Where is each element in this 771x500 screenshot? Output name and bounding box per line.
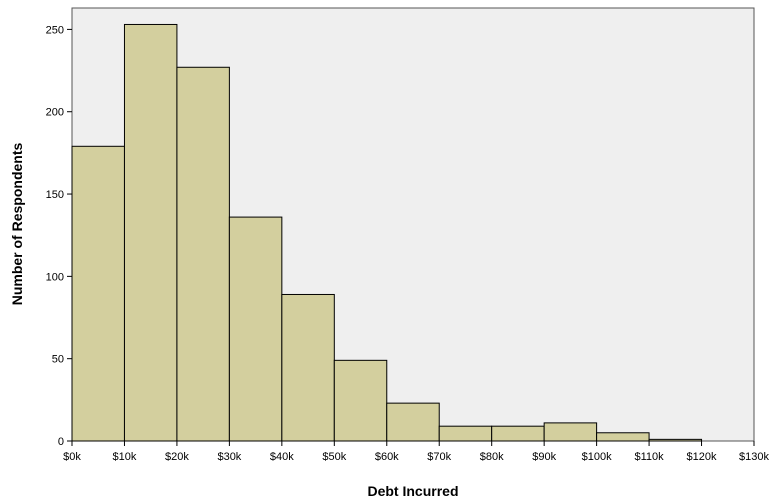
histogram-bar [176, 66, 230, 442]
bars-group [71, 23, 703, 442]
x-tick-label: $110k [634, 451, 664, 463]
histogram-bar [491, 425, 545, 442]
x-tick-label: $90k [532, 451, 556, 463]
y-axis: 0 50 100 150 200 250 [46, 24, 72, 448]
x-tick-label: $70k [427, 451, 451, 463]
x-tick-label: $20k [165, 451, 189, 463]
histogram-bar [228, 216, 283, 442]
x-tick-label: $100k [582, 451, 612, 463]
x-tick-label: $130k [739, 451, 769, 463]
y-tick-label: 250 [46, 24, 64, 36]
y-tick-label: 150 [46, 189, 64, 201]
y-tick-label: 100 [46, 271, 64, 283]
histogram-bar [543, 422, 598, 442]
x-tick-label: $80k [480, 451, 504, 463]
histogram-bar [123, 23, 178, 442]
histogram-bar [648, 438, 703, 442]
histogram-bar [281, 293, 335, 442]
histogram-bar [438, 425, 493, 442]
histogram-bar [386, 402, 440, 442]
x-tick-label: $0k [63, 451, 81, 463]
histogram-bar [333, 359, 388, 442]
x-tick-label: $30k [217, 451, 241, 463]
y-tick-label: 50 [52, 354, 64, 366]
x-tick-label: $60k [375, 451, 399, 463]
x-tick-label: $10k [113, 451, 137, 463]
x-axis-title: Debt Incurred [367, 483, 458, 499]
histogram-bar [71, 145, 125, 442]
x-tick-label: $50k [322, 451, 346, 463]
x-axis: $0k $10k $20k $30k $40k $50k $60k $70k $80k $90k $… [63, 441, 769, 463]
y-tick-label: 0 [58, 436, 64, 448]
histogram-bar [596, 432, 650, 442]
x-tick-label: $120k [687, 451, 717, 463]
y-axis-title: Number of Respondents [9, 143, 25, 306]
y-tick-label: 200 [46, 107, 64, 119]
x-tick-label: $40k [270, 451, 294, 463]
